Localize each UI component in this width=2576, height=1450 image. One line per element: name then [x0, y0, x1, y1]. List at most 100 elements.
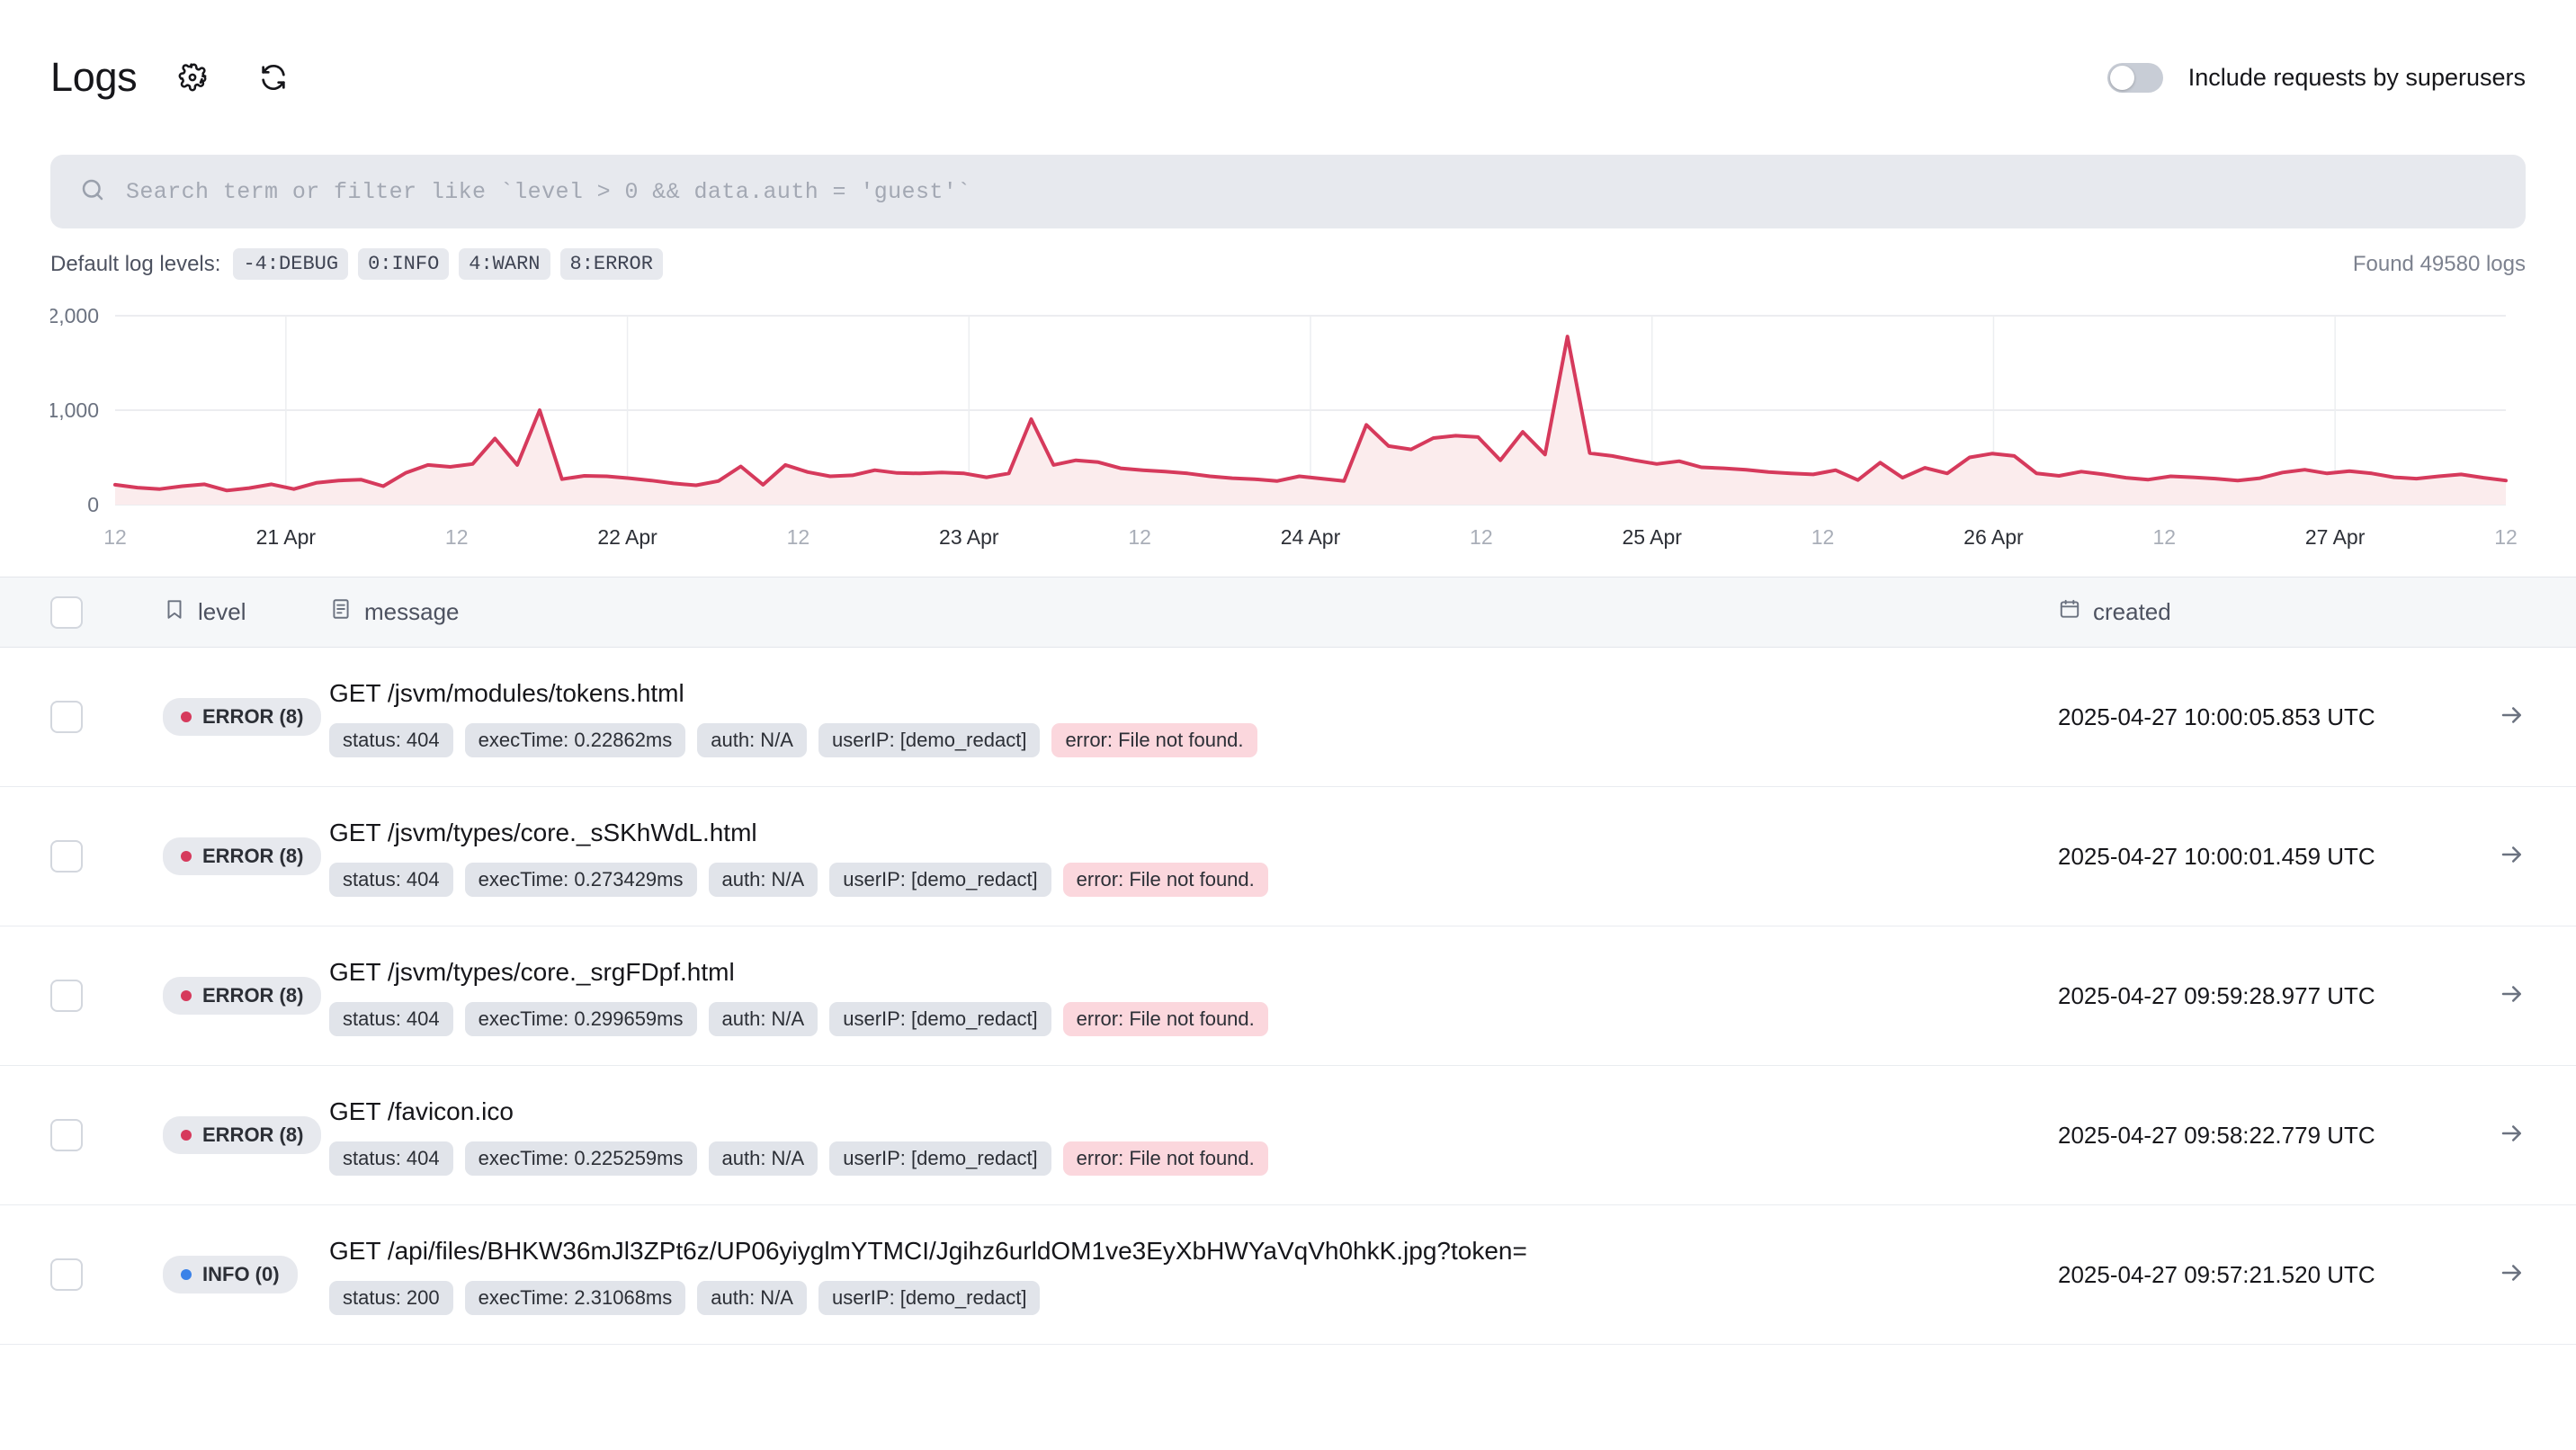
- svg-text:12: 12: [445, 525, 469, 549]
- row-select-cell: [50, 1119, 163, 1151]
- svg-text:12: 12: [2494, 525, 2518, 549]
- row-chip: userIP: [demo_redact]: [829, 1001, 1051, 1036]
- level-chip-error[interactable]: 8:ERROR: [559, 248, 663, 280]
- logs-chart-svg[interactable]: 0 1,000 2,000 12 21 Apr 12 22 Apr 12 23 Apr 12 24 …: [50, 303, 2526, 573]
- level-chip-warn[interactable]: 4:WARN: [459, 248, 550, 280]
- table-row[interactable]: INFO (0) GET /api/files/BHKW36mJl3ZPt6z/U…: [0, 1205, 2576, 1345]
- row-chip: auth: N/A: [708, 1141, 818, 1176]
- row-level-cell: ERROR (8): [163, 837, 329, 875]
- table-row[interactable]: ERROR (8) GET /jsvm/types/core._srgFDpf.h…: [0, 926, 2576, 1066]
- row-chip: execTime: 0.22862ms: [464, 722, 686, 757]
- row-select-cell: [50, 701, 163, 733]
- row-message-text: GET /jsvm/types/core._sSKhWdL.html: [329, 818, 757, 846]
- svg-text:22 Apr: 22 Apr: [597, 525, 657, 549]
- row-chip: status: 404: [329, 722, 453, 757]
- svg-text:1,000: 1,000: [50, 398, 99, 422]
- row-chip: status: 200: [329, 1280, 453, 1315]
- row-message-cell: GET /favicon.ico status: 404 execTime: 0.2…: [329, 1096, 2058, 1176]
- search-placeholder: Search term or filter like `level > 0 &&…: [126, 178, 971, 205]
- row-checkbox[interactable]: [50, 701, 83, 733]
- row-level-cell: ERROR (8): [163, 977, 329, 1015]
- bookmark-icon: [163, 597, 186, 627]
- found-logs-count: Found 49580 logs: [2352, 251, 2526, 276]
- row-message-cell: GET /jsvm/types/core._sSKhWdL.html status…: [329, 817, 2058, 897]
- level-dot-icon: [181, 1130, 192, 1141]
- row-chip-group: status: 200 execTime: 2.31068ms auth: N/A u…: [329, 1280, 2022, 1315]
- level-dot-icon: [181, 990, 192, 1001]
- row-created-text: 2025-04-27 09:58:22.779 UTC: [2058, 1121, 2375, 1149]
- row-chip: userIP: [demo_redact]: [818, 722, 1041, 757]
- row-chip: auth: N/A: [708, 1001, 818, 1036]
- superusers-toggle-group: Include requests by superusers: [2106, 62, 2526, 93]
- include-superusers-label: Include requests by superusers: [2187, 63, 2526, 91]
- row-created-cell: 2025-04-27 09:58:22.779 UTC: [2058, 1122, 2445, 1150]
- arrow-right-icon[interactable]: [2499, 702, 2526, 733]
- level-chip-debug[interactable]: -4:DEBUG: [233, 248, 349, 280]
- row-chip: status: 404: [329, 1141, 453, 1176]
- svg-text:12: 12: [2152, 525, 2176, 549]
- row-chip: error: File not found.: [1062, 862, 1268, 897]
- row-message-text: GET /favicon.ico: [329, 1096, 514, 1125]
- row-checkbox[interactable]: [50, 840, 83, 873]
- row-select-cell: [50, 840, 163, 873]
- row-chip: error: File not found.: [1062, 1001, 1268, 1036]
- row-checkbox[interactable]: [50, 980, 83, 1012]
- toggle-knob: [2109, 65, 2134, 90]
- level-dot-icon: [181, 851, 192, 862]
- level-chip-info[interactable]: 0:INFO: [358, 248, 450, 280]
- logs-chart[interactable]: 0 1,000 2,000 12 21 Apr 12 22 Apr 12 23 Apr 12 24 …: [0, 280, 2576, 577]
- table-row[interactable]: ERROR (8) GET /jsvm/modules/tokens.html st…: [0, 648, 2576, 787]
- row-chip-group: status: 404 execTime: 0.299659ms auth: N/A…: [329, 1001, 2022, 1036]
- arrow-right-icon[interactable]: [2499, 1259, 2526, 1291]
- row-chip: error: File not found.: [1051, 722, 1257, 757]
- document-icon: [329, 597, 353, 627]
- select-all-checkbox[interactable]: [50, 595, 83, 629]
- row-message-cell: GET /jsvm/modules/tokens.html status: 404…: [329, 677, 2058, 757]
- arrow-right-icon[interactable]: [2499, 1120, 2526, 1151]
- svg-text:21 Apr: 21 Apr: [256, 525, 317, 549]
- svg-text:23 Apr: 23 Apr: [939, 525, 999, 549]
- row-checkbox[interactable]: [50, 1258, 83, 1291]
- gear-icon[interactable]: [167, 52, 218, 103]
- arrow-right-icon[interactable]: [2499, 841, 2526, 873]
- column-header-created[interactable]: created: [2058, 597, 2445, 627]
- svg-text:25 Apr: 25 Apr: [1622, 525, 1682, 549]
- row-open-cell: [2445, 841, 2526, 873]
- table-header-row: level message created: [0, 577, 2576, 648]
- table-row[interactable]: ERROR (8) GET /jsvm/types/core._sSKhWdL.h…: [0, 787, 2576, 926]
- search-section: Search term or filter like `level > 0 &&…: [0, 155, 2576, 228]
- row-chip: userIP: [demo_redact]: [818, 1280, 1041, 1315]
- refresh-icon[interactable]: [248, 52, 299, 103]
- search-input[interactable]: Search term or filter like `level > 0 &&…: [50, 155, 2526, 228]
- row-open-cell: [2445, 980, 2526, 1012]
- column-header-level-label: level: [198, 598, 246, 625]
- level-dot-icon: [181, 1269, 192, 1280]
- row-level-cell: INFO (0): [163, 1256, 329, 1293]
- svg-text:12: 12: [787, 525, 810, 549]
- status-badge-label: ERROR (8): [202, 845, 304, 867]
- include-superusers-toggle[interactable]: [2106, 62, 2163, 93]
- row-message-text: GET /jsvm/modules/tokens.html: [329, 678, 684, 707]
- row-created-cell: 2025-04-27 09:57:21.520 UTC: [2058, 1261, 2445, 1289]
- logs-table: level message created: [0, 577, 2576, 1345]
- svg-text:12: 12: [1811, 525, 1835, 549]
- column-header-level[interactable]: level: [163, 597, 329, 627]
- arrow-right-icon[interactable]: [2499, 980, 2526, 1012]
- status-badge-label: ERROR (8): [202, 1123, 304, 1146]
- table-row[interactable]: ERROR (8) GET /favicon.ico status: 404 exec…: [0, 1066, 2576, 1205]
- row-created-cell: 2025-04-27 09:59:28.977 UTC: [2058, 982, 2445, 1010]
- row-message-text: GET /jsvm/types/core._srgFDpf.html: [329, 957, 735, 986]
- status-badge-label: ERROR (8): [202, 705, 304, 728]
- row-chip-group: status: 404 execTime: 0.22862ms auth: N/A u…: [329, 722, 2022, 757]
- column-header-message[interactable]: message: [329, 597, 2058, 627]
- row-created-text: 2025-04-27 10:00:01.459 UTC: [2058, 842, 2375, 870]
- row-chip: execTime: 0.299659ms: [464, 1001, 697, 1036]
- log-levels-label: Default log levels:: [50, 251, 221, 276]
- row-chip: status: 404: [329, 1001, 453, 1036]
- table-body: ERROR (8) GET /jsvm/modules/tokens.html st…: [0, 648, 2576, 1345]
- row-checkbox[interactable]: [50, 1119, 83, 1151]
- row-chip: execTime: 0.273429ms: [464, 862, 697, 897]
- row-open-cell: [2445, 1120, 2526, 1151]
- row-created-cell: 2025-04-27 10:00:05.853 UTC: [2058, 703, 2445, 731]
